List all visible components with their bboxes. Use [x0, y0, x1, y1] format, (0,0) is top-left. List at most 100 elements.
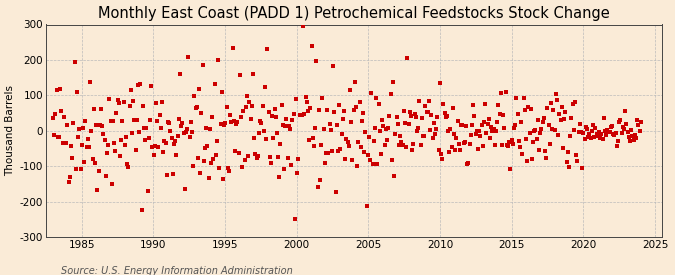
Point	[375, 128, 385, 133]
Point	[127, 131, 138, 135]
Point	[423, 110, 433, 114]
Point	[440, 114, 451, 119]
Title: Monthly East Coast (PADD 1) Petrochemical Feedstocks Stock Change: Monthly East Coast (PADD 1) Petrochemica…	[99, 6, 610, 21]
Point	[292, 170, 302, 175]
Point	[534, 148, 545, 152]
Point	[487, 128, 497, 133]
Point	[55, 87, 65, 91]
Point	[324, 122, 335, 127]
Point	[531, 137, 542, 141]
Point	[497, 113, 508, 118]
Point	[188, 164, 198, 168]
Point	[189, 94, 200, 99]
Point	[556, 104, 567, 109]
Point	[158, 150, 169, 154]
Point	[533, 118, 543, 122]
Point	[173, 117, 184, 121]
Point	[352, 164, 362, 168]
Point	[263, 110, 274, 114]
Point	[365, 158, 376, 162]
Point	[580, 125, 591, 129]
Point	[333, 149, 344, 153]
Point	[286, 163, 297, 168]
Point	[598, 116, 609, 121]
Point	[64, 175, 75, 179]
Point	[219, 123, 230, 128]
Point	[615, 118, 626, 123]
Point	[599, 128, 610, 133]
Point	[536, 126, 547, 131]
Point	[560, 110, 571, 114]
Point	[175, 72, 186, 76]
Point	[390, 132, 401, 137]
Point	[477, 144, 488, 148]
Point	[115, 154, 126, 158]
Point	[587, 123, 598, 127]
Point	[446, 144, 457, 149]
Point	[392, 122, 403, 127]
Point	[415, 142, 426, 147]
Point	[523, 105, 534, 109]
Point	[209, 82, 220, 86]
Point	[101, 150, 112, 155]
Point	[601, 133, 612, 138]
Point	[307, 136, 318, 140]
Point	[159, 139, 170, 143]
Point	[259, 85, 270, 89]
Point	[392, 115, 402, 120]
Point	[394, 143, 404, 147]
Point	[630, 136, 641, 140]
Point	[576, 129, 587, 134]
Point	[369, 139, 379, 143]
Point	[348, 108, 359, 112]
Point	[169, 141, 180, 146]
Point	[400, 120, 410, 125]
Point	[186, 130, 197, 134]
Point	[407, 148, 418, 152]
Point	[435, 152, 446, 156]
Point	[62, 122, 73, 127]
Point	[474, 129, 485, 133]
Point	[454, 142, 464, 146]
Point	[367, 162, 378, 166]
Point	[230, 149, 240, 154]
Point	[313, 108, 324, 112]
Point	[87, 157, 98, 161]
Point	[328, 64, 339, 68]
Point	[475, 134, 486, 138]
Point	[612, 144, 622, 148]
Point	[90, 122, 101, 127]
Point	[215, 122, 226, 126]
Point	[525, 107, 536, 111]
Point	[67, 156, 78, 160]
Point	[362, 152, 373, 157]
Point	[107, 119, 118, 123]
Point	[177, 121, 188, 125]
Point	[513, 139, 524, 143]
Text: Source: U.S. Energy Information Administration: Source: U.S. Energy Information Administ…	[61, 266, 292, 275]
Point	[514, 145, 525, 149]
Point	[593, 130, 604, 134]
Point	[570, 100, 580, 104]
Point	[481, 131, 492, 135]
Point	[485, 136, 495, 140]
Point	[410, 115, 421, 119]
Point	[333, 103, 344, 108]
Point	[350, 80, 360, 84]
Point	[98, 132, 109, 137]
Point	[344, 144, 354, 148]
Point	[566, 116, 577, 120]
Point	[353, 140, 364, 144]
Point	[547, 127, 558, 131]
Point	[455, 148, 466, 152]
Point	[306, 44, 317, 48]
Point	[182, 127, 192, 131]
Point	[632, 118, 643, 122]
Point	[379, 143, 390, 147]
Point	[59, 141, 70, 145]
Point	[457, 123, 468, 128]
Point	[194, 86, 205, 91]
Point	[479, 120, 489, 124]
Point	[122, 162, 133, 167]
Point	[245, 116, 256, 121]
